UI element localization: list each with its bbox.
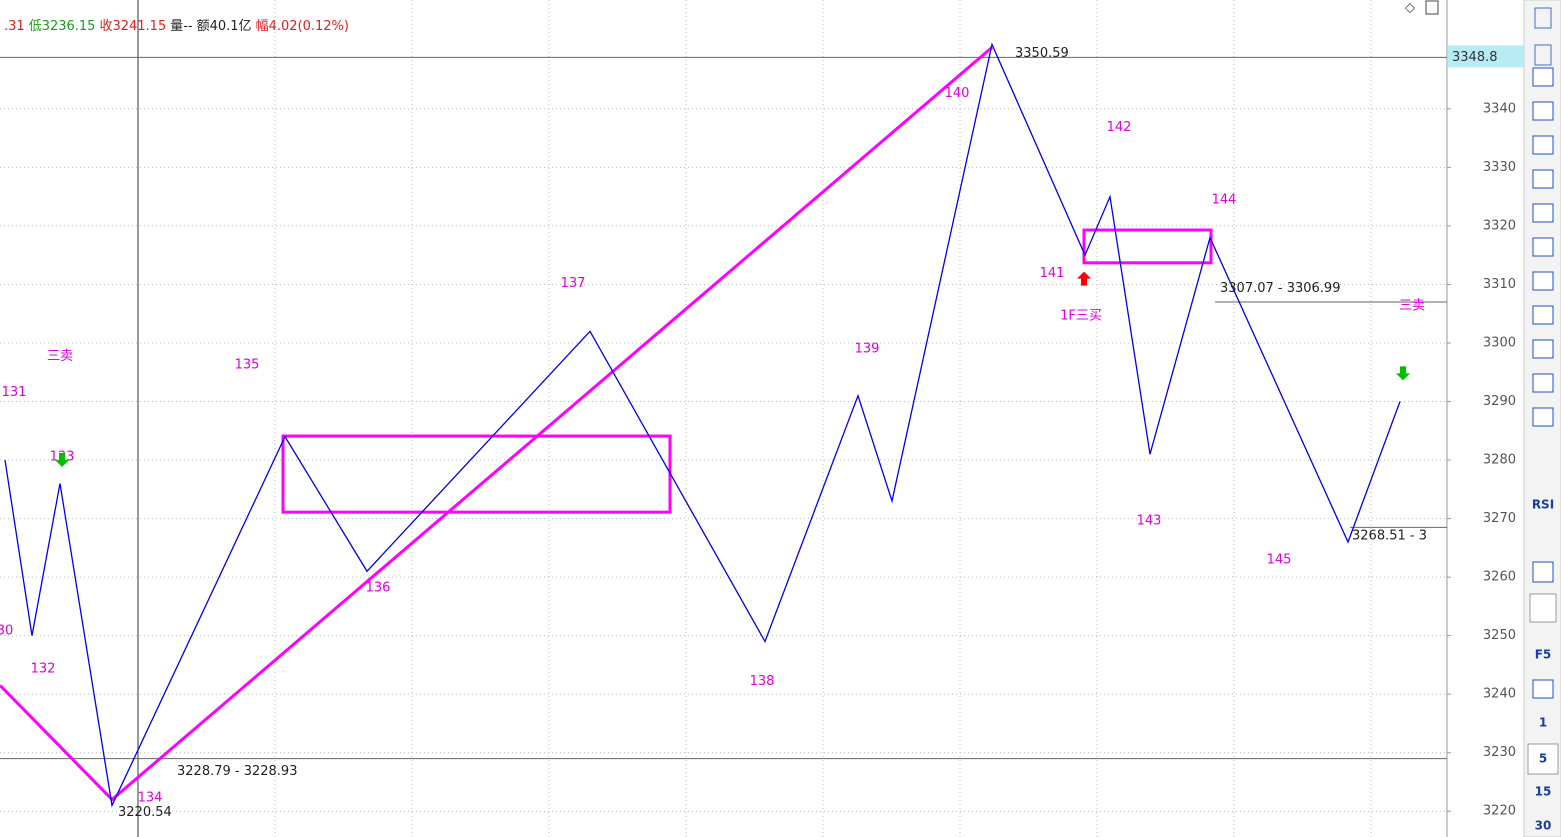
signal-arrow (1077, 271, 1091, 286)
scroll-button[interactable] (1534, 44, 1552, 66)
toolbar-button[interactable]: F5 (1535, 648, 1552, 662)
level-label: 3268.51 - 3 (1352, 529, 1427, 544)
tool-icon[interactable] (1532, 101, 1554, 121)
toolbar-label[interactable]: F5 (1535, 648, 1552, 662)
y-tick-label: 3250 (1483, 628, 1516, 643)
level-label: 3220.54 (118, 805, 172, 820)
point-label: 136 (366, 581, 391, 596)
y-tick-label: 3340 (1483, 101, 1516, 116)
trend-line (0, 46, 993, 802)
toolbar-label[interactable]: 5 (1539, 752, 1547, 766)
point-label: 138 (750, 674, 775, 689)
point-label: 132 (31, 662, 56, 677)
point-label: 134 (138, 790, 163, 805)
window-icon[interactable] (1425, 0, 1439, 15)
y-tick-label: 3270 (1483, 511, 1516, 526)
point-label: 135 (235, 358, 260, 373)
y-tick-label: 3320 (1483, 218, 1516, 233)
toolbar-button[interactable]: 1 (1539, 716, 1547, 730)
signal-arrow (1396, 366, 1410, 381)
level-label: 3307.07 - 3306.99 (1220, 281, 1340, 296)
toolbar-button[interactable]: 5 (1539, 752, 1547, 766)
tool-icon[interactable] (1532, 561, 1554, 583)
y-tick-label: 3300 (1483, 335, 1516, 350)
header-segment: 幅4.02(0.12%) (256, 19, 349, 34)
period-selected (1527, 743, 1559, 775)
tool-icon[interactable] (1532, 169, 1554, 189)
toolbar-button[interactable]: 15 (1535, 785, 1552, 799)
header-segment: 低3236.15 (29, 19, 96, 34)
toolbar-label[interactable]: RSI (1532, 498, 1554, 512)
tool-icon[interactable] (1532, 237, 1554, 257)
header-segment: 额40.1亿 (197, 19, 252, 34)
level-label: 3228.79 - 3228.93 (177, 764, 297, 779)
point-label: 30 (0, 623, 13, 638)
point-label: 141 (1040, 266, 1065, 281)
toolbar-button[interactable]: 30 (1535, 819, 1552, 833)
signal-arrow (55, 453, 69, 468)
tool-icon[interactable] (1532, 67, 1554, 87)
price-label: 3348.8 (1452, 50, 1498, 65)
point-label: 144 (1212, 193, 1237, 208)
diamond-icon[interactable]: ◇ (1405, 1, 1415, 16)
y-tick-label: 3330 (1483, 160, 1516, 175)
level-label: 3350.59 (1015, 46, 1069, 61)
header-segment: .31 (4, 19, 25, 34)
tool-icon[interactable] (1532, 373, 1554, 393)
toolbar-label[interactable]: 30 (1535, 819, 1552, 833)
tool-icon[interactable] (1532, 305, 1554, 325)
tool-icon[interactable] (1532, 339, 1554, 359)
point-label: 142 (1107, 120, 1132, 135)
tool-icon[interactable] (1532, 407, 1554, 427)
zigzag-line (4, 42, 1401, 808)
header-segment: 量-- (170, 19, 193, 34)
header-segment: 收3241.15 (99, 19, 166, 34)
header-info: .31 低3236.15 收3241.15 量-- 额40.1亿 幅4.02(0.12%) (4, 19, 349, 34)
center-box (1082, 228, 1213, 265)
y-tick-label: 3240 (1483, 687, 1516, 702)
point-label: 137 (561, 276, 586, 291)
point-label: 131 (2, 385, 27, 400)
y-tick-label: 3220 (1483, 804, 1516, 819)
point-label: 140 (945, 86, 970, 101)
y-tick-label: 3310 (1483, 277, 1516, 292)
point-label: 143 (1137, 513, 1162, 528)
point-label: 1F三买 (1060, 309, 1102, 324)
y-tick-label: 3290 (1483, 394, 1516, 409)
tool-icon[interactable] (1532, 679, 1554, 699)
point-label: 145 (1267, 553, 1292, 568)
y-tick-label: 3280 (1483, 453, 1516, 468)
price-label-bg (1448, 45, 1524, 68)
y-tick-label: 3230 (1483, 745, 1516, 760)
tool-icon[interactable] (1532, 135, 1554, 155)
toolbar-label[interactable]: 1 (1539, 716, 1547, 730)
point-label: 139 (855, 341, 880, 356)
toolbar-label[interactable]: 15 (1535, 785, 1552, 799)
tool-icon[interactable] (1529, 593, 1557, 623)
point-label: 三卖 (47, 349, 73, 364)
scroll-button[interactable] (1534, 7, 1552, 29)
toolbar-button[interactable]: RSI (1532, 498, 1554, 512)
point-label: 三卖 (1399, 299, 1425, 314)
tool-icon[interactable] (1532, 271, 1554, 291)
tool-icon[interactable] (1532, 203, 1554, 223)
y-tick-label: 3260 (1483, 570, 1516, 585)
